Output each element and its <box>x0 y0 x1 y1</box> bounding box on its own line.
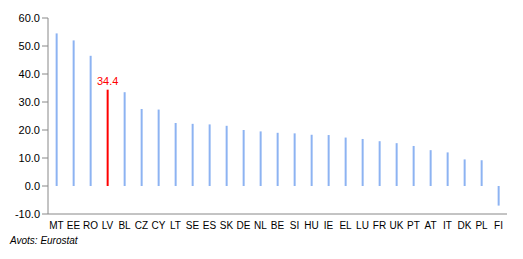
svg-text:BE: BE <box>271 220 285 231</box>
svg-text:UK: UK <box>390 220 404 231</box>
svg-text:HU: HU <box>304 220 318 231</box>
svg-text:60.0: 60.0 <box>19 12 40 24</box>
svg-text:NL: NL <box>254 220 267 231</box>
svg-text:IE: IE <box>324 220 334 231</box>
svg-text:CY: CY <box>152 220 166 231</box>
svg-text:0.0: 0.0 <box>25 180 40 192</box>
svg-text:40.0: 40.0 <box>19 68 40 80</box>
svg-text:LT: LT <box>170 220 181 231</box>
html-text:Avots: Eurostat: Avots: Eurostat <box>10 235 78 246</box>
svg-text:CZ: CZ <box>135 220 148 231</box>
svg-text:DK: DK <box>458 220 472 231</box>
svg-text:AT: AT <box>424 220 436 231</box>
svg-text:DE: DE <box>237 220 251 231</box>
svg-text:RO: RO <box>83 220 98 231</box>
svg-text:EE: EE <box>67 220 81 231</box>
svg-text:ES: ES <box>203 220 217 231</box>
svg-text:SK: SK <box>220 220 234 231</box>
svg-text:34.4: 34.4 <box>97 75 118 87</box>
svg-text:BL: BL <box>118 220 131 231</box>
svg-text:LU: LU <box>356 220 369 231</box>
svg-text:EL: EL <box>339 220 352 231</box>
svg-text:-10.0: -10.0 <box>15 208 40 220</box>
svg-text:10.0: 10.0 <box>19 152 40 164</box>
svg-text:PT: PT <box>407 220 420 231</box>
svg-text:FR: FR <box>373 220 386 231</box>
svg-text:MT: MT <box>49 220 63 231</box>
svg-text:FI: FI <box>494 220 503 231</box>
svg-text:PL: PL <box>475 220 488 231</box>
svg-text:30.0: 30.0 <box>19 96 40 108</box>
svg-text:LV: LV <box>102 220 114 231</box>
svg-text:IT: IT <box>443 220 452 231</box>
svg-text:50.0: 50.0 <box>19 40 40 52</box>
svg-text:SE: SE <box>186 220 200 231</box>
svg-text:SI: SI <box>290 220 299 231</box>
svg-text:20.0: 20.0 <box>19 124 40 136</box>
